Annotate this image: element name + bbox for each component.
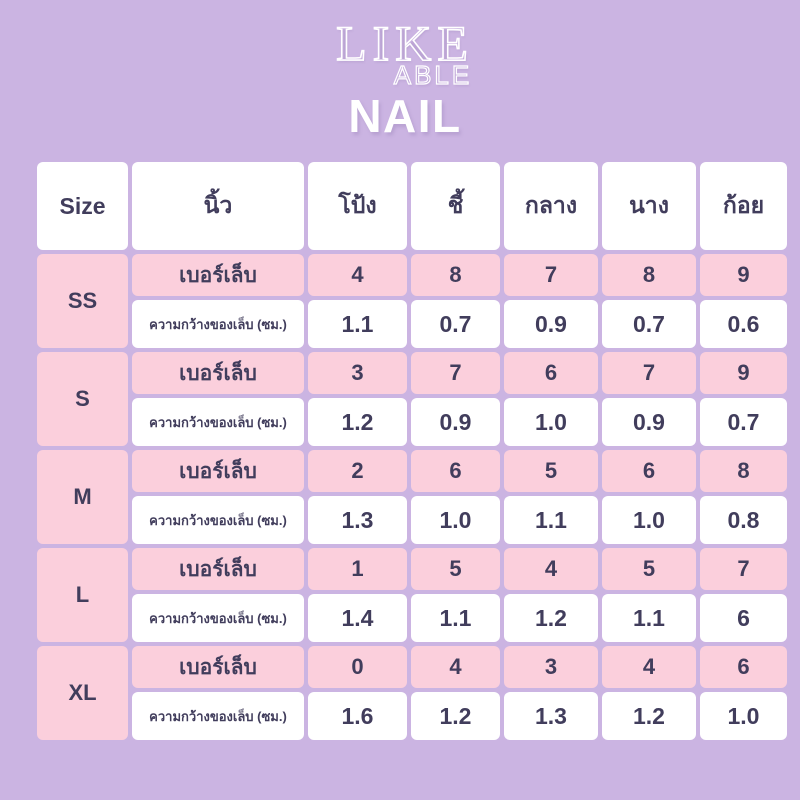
size-label-cell: SS bbox=[37, 254, 128, 348]
nail-number-cell: 9 bbox=[700, 352, 787, 394]
size-label-cell: M bbox=[37, 450, 128, 544]
header-middle-finger: กลาง bbox=[504, 162, 598, 250]
nail-width-cell: 1.2 bbox=[602, 692, 696, 740]
brand-logo: LIKE ABLE NAIL bbox=[0, 15, 800, 143]
nail-number-cell: 7 bbox=[602, 352, 696, 394]
nail-number-label-cell: เบอร์เล็บ bbox=[132, 450, 304, 492]
nail-number-cell: 4 bbox=[602, 646, 696, 688]
nail-width-label-cell: ความกว้างของเล็บ (ซม.) bbox=[132, 692, 304, 740]
nail-number-cell: 4 bbox=[308, 254, 407, 296]
nail-number-cell: 4 bbox=[411, 646, 500, 688]
nail-number-cell: 3 bbox=[308, 352, 407, 394]
table-row: XL เบอร์เล็บ 0 4 3 4 6 bbox=[37, 646, 787, 740]
nail-width-cell: 1.1 bbox=[411, 594, 500, 642]
table-row: S เบอร์เล็บ 3 7 6 7 9 bbox=[37, 352, 787, 446]
nail-number-cell: 3 bbox=[504, 646, 598, 688]
nail-width-cell: 0.9 bbox=[504, 300, 598, 348]
nail-width-cell: 0.9 bbox=[411, 398, 500, 446]
nail-number-label-cell: เบอร์เล็บ bbox=[132, 548, 304, 590]
nail-number-cell: 6 bbox=[700, 646, 787, 688]
nail-width-cell: 1.3 bbox=[504, 692, 598, 740]
nail-width-cell: 1.1 bbox=[308, 300, 407, 348]
nail-number-cell: 5 bbox=[602, 548, 696, 590]
table-row: L เบอร์เล็บ 1 5 4 5 7 bbox=[37, 548, 787, 642]
nail-number-cell: 9 bbox=[700, 254, 787, 296]
nail-width-cell: 1.2 bbox=[504, 594, 598, 642]
nail-width-cell: 1.2 bbox=[308, 398, 407, 446]
table-row: ความกว้างของเล็บ (ซม.) 1.4 1.1 1.2 1.1 6 bbox=[37, 594, 787, 642]
nail-number-label-cell: เบอร์เล็บ bbox=[132, 646, 304, 688]
nail-number-cell: 8 bbox=[411, 254, 500, 296]
header-size: Size bbox=[37, 162, 128, 250]
nail-number-cell: 1 bbox=[308, 548, 407, 590]
nail-size-chart-table: Size นิ้ว โป้ง ชี้ กลาง นาง ก้อย SS เบอร์… bbox=[33, 158, 791, 744]
table-body: SS เบอร์เล็บ 4 8 7 8 9 ความกว้างของเล็บ (ซม.) 1.… bbox=[37, 254, 787, 740]
nail-number-cell: 5 bbox=[504, 450, 598, 492]
table-row: ความกว้างของเล็บ (ซม.) 1.2 0.9 1.0 0.9 0.7 bbox=[37, 398, 787, 446]
nail-width-cell: 0.9 bbox=[602, 398, 696, 446]
nail-number-cell: 6 bbox=[602, 450, 696, 492]
nail-width-cell: 0.8 bbox=[700, 496, 787, 544]
header-ring-finger: นาง bbox=[602, 162, 696, 250]
nail-number-cell: 6 bbox=[411, 450, 500, 492]
logo-text-nail: NAIL bbox=[348, 90, 462, 142]
nail-width-cell: 1.6 bbox=[308, 692, 407, 740]
nail-number-cell: 7 bbox=[411, 352, 500, 394]
nail-width-cell: 1.0 bbox=[700, 692, 787, 740]
logo-text-like: LIKE bbox=[335, 15, 474, 71]
table-row: ความกว้างของเล็บ (ซม.) 1.1 0.7 0.9 0.7 0.6 bbox=[37, 300, 787, 348]
nail-width-label-cell: ความกว้างของเล็บ (ซม.) bbox=[132, 496, 304, 544]
table-header: Size นิ้ว โป้ง ชี้ กลาง นาง ก้อย bbox=[37, 162, 787, 250]
header-thumb: โป้ง bbox=[308, 162, 407, 250]
nail-width-label-cell: ความกว้างของเล็บ (ซม.) bbox=[132, 300, 304, 348]
nail-width-cell: 1.0 bbox=[411, 496, 500, 544]
nail-number-cell: 4 bbox=[504, 548, 598, 590]
nail-number-cell: 0 bbox=[308, 646, 407, 688]
nail-width-cell: 0.7 bbox=[700, 398, 787, 446]
header-finger: นิ้ว bbox=[132, 162, 304, 250]
table-row: ความกว้างของเล็บ (ซม.) 1.3 1.0 1.1 1.0 0.8 bbox=[37, 496, 787, 544]
nail-number-cell: 7 bbox=[504, 254, 598, 296]
nail-number-cell: 5 bbox=[411, 548, 500, 590]
nail-width-cell: 0.6 bbox=[700, 300, 787, 348]
nail-width-cell: 1.3 bbox=[308, 496, 407, 544]
nail-width-cell: 1.4 bbox=[308, 594, 407, 642]
nail-number-cell: 2 bbox=[308, 450, 407, 492]
table-row: M เบอร์เล็บ 2 6 5 6 8 bbox=[37, 450, 787, 544]
nail-number-label-cell: เบอร์เล็บ bbox=[132, 254, 304, 296]
table-row: SS เบอร์เล็บ 4 8 7 8 9 bbox=[37, 254, 787, 348]
nail-width-label-cell: ความกว้างของเล็บ (ซม.) bbox=[132, 594, 304, 642]
nail-number-cell: 7 bbox=[700, 548, 787, 590]
nail-width-cell: 0.7 bbox=[602, 300, 696, 348]
nail-number-cell: 6 bbox=[504, 352, 598, 394]
size-label-cell: L bbox=[37, 548, 128, 642]
nail-width-cell: 0.7 bbox=[411, 300, 500, 348]
nail-width-label-cell: ความกว้างของเล็บ (ซม.) bbox=[132, 398, 304, 446]
header-row: Size นิ้ว โป้ง ชี้ กลาง นาง ก้อย bbox=[37, 162, 787, 250]
nail-width-cell: 6 bbox=[700, 594, 787, 642]
size-label-cell: S bbox=[37, 352, 128, 446]
size-label-cell: XL bbox=[37, 646, 128, 740]
nail-number-label-cell: เบอร์เล็บ bbox=[132, 352, 304, 394]
nail-width-cell: 1.2 bbox=[411, 692, 500, 740]
nail-width-cell: 1.1 bbox=[602, 594, 696, 642]
nail-number-cell: 8 bbox=[602, 254, 696, 296]
nail-number-cell: 8 bbox=[700, 450, 787, 492]
nail-width-cell: 1.0 bbox=[504, 398, 598, 446]
header-pinky-finger: ก้อย bbox=[700, 162, 787, 250]
header-index-finger: ชี้ bbox=[411, 162, 500, 250]
nail-width-cell: 1.1 bbox=[504, 496, 598, 544]
table-row: ความกว้างของเล็บ (ซม.) 1.6 1.2 1.3 1.2 1.0 bbox=[37, 692, 787, 740]
nail-width-cell: 1.0 bbox=[602, 496, 696, 544]
logo-text-able: ABLE bbox=[393, 60, 473, 90]
